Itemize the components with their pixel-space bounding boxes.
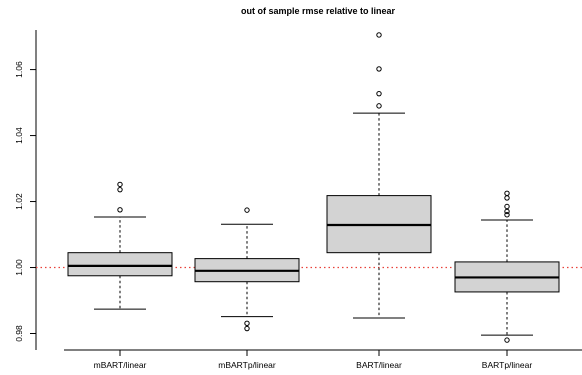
outlier-point xyxy=(376,90,382,97)
outlier-point xyxy=(504,195,510,201)
outlier-point xyxy=(504,208,510,215)
x-axis-labels: mBART/linear mBARTp/linear BART/linear BART… xyxy=(94,350,533,370)
box-4 xyxy=(454,190,560,343)
outlier-point xyxy=(504,212,510,218)
outlier-point xyxy=(504,190,510,196)
outlier-point xyxy=(244,325,250,332)
box-1 xyxy=(67,181,173,310)
x-tick-label: mBART/linear xyxy=(94,360,147,370)
outlier-point xyxy=(117,207,123,213)
outlier-point xyxy=(117,181,123,188)
outlier-point xyxy=(504,337,510,343)
x-tick-label: mBARTp/linear xyxy=(218,360,276,370)
outlier-point xyxy=(244,207,250,213)
y-tick-label: 1.06 xyxy=(14,61,24,78)
iqr-box xyxy=(67,252,173,277)
outlier-point xyxy=(504,203,510,210)
outlier-point xyxy=(376,32,382,38)
x-tick-label: BART/linear xyxy=(356,360,402,370)
outlier-point xyxy=(117,186,123,193)
outlier-point xyxy=(244,320,250,326)
outlier-point xyxy=(376,103,382,109)
chart-title: out of sample rmse relative to linear xyxy=(241,6,396,16)
y-tick-label: 1.04 xyxy=(14,127,24,144)
outlier-point xyxy=(376,66,382,72)
x-tick-label: BARTp/linear xyxy=(482,360,533,370)
y-axis-ticks: 0.98 1.00 1.02 1.04 1.06 xyxy=(14,61,36,342)
box-3 xyxy=(326,32,432,319)
y-tick-label: 1.02 xyxy=(14,193,24,210)
box-2 xyxy=(194,207,300,332)
y-tick-label: 0.98 xyxy=(14,325,24,342)
boxes-group xyxy=(67,32,560,343)
y-tick-label: 1.00 xyxy=(14,259,24,276)
